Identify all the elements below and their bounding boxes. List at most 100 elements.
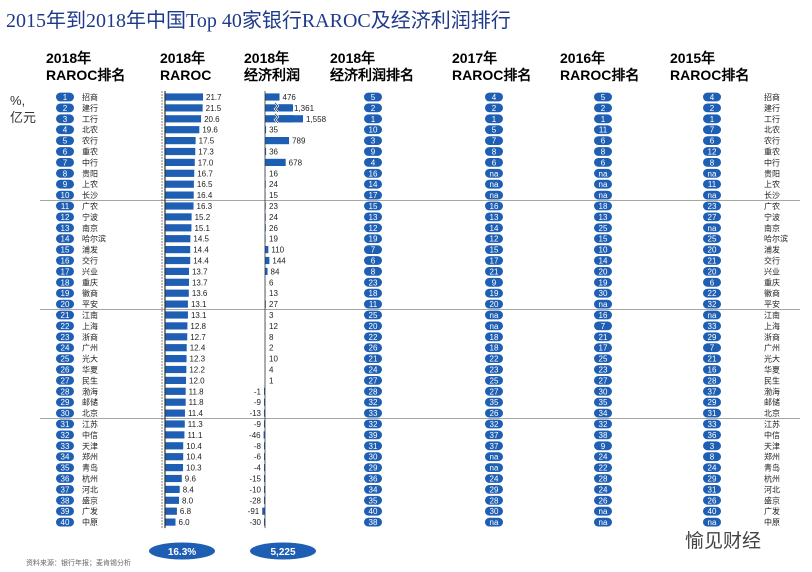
rank-2015-label: 1: [710, 115, 715, 124]
rank-2015-pill: [703, 277, 721, 287]
ep-rank-2018-pill: [364, 506, 382, 516]
rank-2015-label: 37: [708, 387, 717, 396]
raroc-value: 10.4: [186, 442, 202, 451]
economic-profit-value: 4: [269, 366, 274, 375]
economic-profit-bar: [264, 474, 265, 483]
rank-2017-label: 1: [492, 115, 497, 124]
rank-2017-pill: [485, 354, 503, 363]
rank-2017-label: 22: [490, 355, 499, 364]
rank-2015-pill: [703, 343, 721, 353]
rank-2015-pill: [703, 179, 721, 189]
raroc-bar: [165, 126, 200, 134]
economic-profit-bar: [264, 409, 265, 417]
ep-rank-2018-label: 8: [371, 267, 376, 276]
rank-2018-label: 31: [61, 420, 70, 429]
rank-2015-pill: [703, 234, 721, 244]
bank-name: 中行: [82, 157, 98, 167]
rank-2017-label: 20: [490, 300, 499, 309]
rank-2018-label: 40: [61, 518, 70, 527]
economic-profit-bar: [264, 485, 265, 493]
ep-rank-2018-label: 22: [369, 333, 378, 342]
raroc-bar: [165, 202, 194, 210]
rank-2018-pill: [56, 168, 74, 178]
rank-2018-pill: [56, 114, 74, 124]
rank-2018-pill: [56, 190, 74, 200]
rank-2015-label: 21: [708, 355, 717, 364]
rank-2017-label: 8: [492, 148, 497, 157]
rank-2018-label: 28: [61, 387, 70, 396]
rank-2015-label: 33: [708, 420, 717, 429]
economic-profit-bar: [265, 126, 267, 134]
ep-rank-2018-pill: [364, 452, 382, 462]
rank-2016-label: 26: [599, 496, 608, 505]
rank-2017-label: 2: [492, 104, 497, 113]
rank-2017-label: 29: [490, 485, 499, 494]
rank-2015-pill: [703, 376, 721, 385]
raroc-bar: [165, 464, 184, 472]
rank-2016-label: 16: [599, 311, 608, 320]
ep-rank-2018-label: 13: [369, 213, 378, 222]
rank-2015-pill: [703, 201, 721, 211]
rank-2016-pill: [594, 343, 612, 353]
economic-profit-value: -4: [254, 464, 262, 473]
economic-profit-value: 26: [269, 224, 278, 233]
bank-name-right: 广发: [764, 506, 780, 516]
rank-2015-label: 21: [708, 257, 717, 266]
ep-rank-2018-pill: [364, 310, 382, 320]
rank-2015-label: na: [708, 311, 717, 320]
rank-2017-pill: [485, 343, 503, 353]
raroc-bar: [165, 93, 203, 101]
ep-rank-2018-label: 38: [369, 518, 378, 527]
rank-2015-pill: [703, 463, 721, 472]
rank-2015-label: na: [708, 518, 717, 527]
rank-2015-label: 28: [708, 376, 717, 385]
rank-2015-pill: [703, 136, 721, 145]
economic-profit-value: 10: [269, 355, 278, 364]
ep-rank-2018-label: 5: [371, 93, 376, 102]
rank-2015-label: 4: [710, 93, 715, 102]
ep-rank-2018-label: 9: [371, 148, 376, 157]
rank-2016-label: 11: [599, 126, 608, 135]
total-economic-profit: 5,225: [270, 547, 295, 558]
raroc-value: 9.6: [185, 475, 197, 484]
raroc-value: 19.6: [202, 126, 218, 135]
bank-name-right: 河北: [764, 484, 780, 494]
rank-2016-pill: [594, 190, 612, 200]
rank-2018-label: 25: [61, 355, 70, 364]
rank-2018-pill: [56, 397, 74, 407]
raroc-bar: [165, 518, 176, 526]
raroc-value: 16.3: [197, 202, 213, 211]
rank-2017-pill: [485, 441, 503, 451]
economic-profit-value: 19: [269, 235, 278, 244]
rank-2015-label: 6: [710, 137, 715, 146]
total-raroc-oval: [149, 542, 215, 560]
rank-2016-pill: [594, 495, 612, 505]
rank-2016-label: 6: [601, 137, 606, 146]
rank-2018-label: 38: [61, 496, 70, 505]
ep-rank-2018-label: 4: [371, 158, 376, 167]
economic-profit-value: 1,558: [306, 115, 327, 124]
rank-2018-pill: [56, 485, 74, 494]
economic-profit-bar: [264, 518, 265, 526]
rank-2015-pill: [703, 158, 721, 167]
rank-2018-pill: [56, 452, 74, 462]
economic-profit-value: 15: [269, 191, 278, 200]
rank-2018-pill: [56, 376, 74, 385]
rank-2016-pill: [594, 179, 612, 189]
bank-name-right: 天津: [764, 441, 780, 451]
rank-2015-label: 33: [708, 322, 717, 331]
raroc-bar: [165, 158, 195, 166]
rank-2017-pill: [485, 299, 503, 309]
rank-2015-label: 11: [708, 180, 717, 189]
rank-2017-pill: [485, 321, 503, 331]
economic-profit-bar: [264, 420, 265, 428]
ep-rank-2018-pill: [364, 397, 382, 407]
economic-profit-value: 6: [269, 278, 274, 287]
rank-2018-pill: [56, 332, 74, 342]
economic-profit-value: -91: [248, 507, 260, 516]
raroc-bar: [165, 485, 180, 493]
bank-name: 中信: [82, 430, 98, 440]
bank-name: 盛京: [82, 495, 98, 505]
rank-2018-pill: [56, 354, 74, 363]
